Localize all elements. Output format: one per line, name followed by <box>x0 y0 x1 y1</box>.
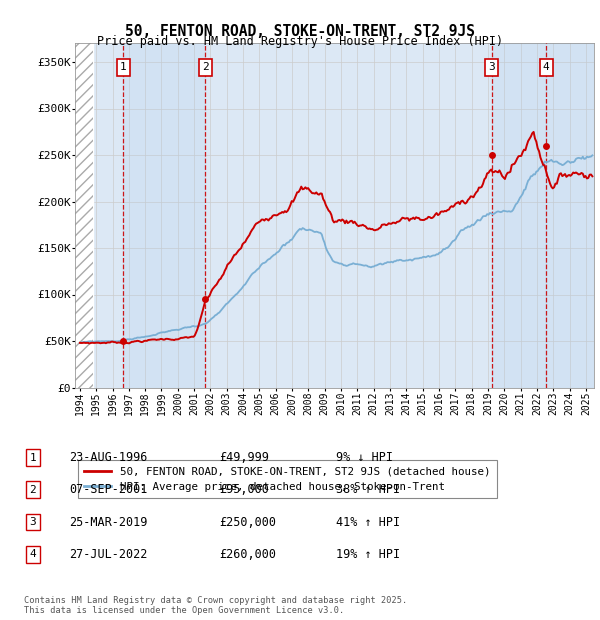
Text: 2: 2 <box>29 485 37 495</box>
Bar <box>75 43 94 388</box>
Text: £260,000: £260,000 <box>219 548 276 560</box>
Text: 4: 4 <box>29 549 37 559</box>
Text: 1: 1 <box>29 453 37 463</box>
Text: 19% ↑ HPI: 19% ↑ HPI <box>336 548 400 560</box>
Text: 3: 3 <box>29 517 37 527</box>
Text: 41% ↑ HPI: 41% ↑ HPI <box>336 516 400 528</box>
Bar <box>546 43 594 388</box>
Text: 2: 2 <box>202 63 209 73</box>
Text: £49,999: £49,999 <box>219 451 269 464</box>
Text: £95,000: £95,000 <box>219 484 269 496</box>
Text: 9% ↓ HPI: 9% ↓ HPI <box>336 451 393 464</box>
Text: 4: 4 <box>543 63 550 73</box>
Bar <box>123 43 205 388</box>
Text: 1: 1 <box>119 63 127 73</box>
Text: 3: 3 <box>488 63 495 73</box>
Text: 23-AUG-1996: 23-AUG-1996 <box>69 451 148 464</box>
Text: 25-MAR-2019: 25-MAR-2019 <box>69 516 148 528</box>
Text: 50, FENTON ROAD, STOKE-ON-TRENT, ST2 9JS: 50, FENTON ROAD, STOKE-ON-TRENT, ST2 9JS <box>125 24 475 38</box>
Text: Price paid vs. HM Land Registry's House Price Index (HPI): Price paid vs. HM Land Registry's House … <box>97 35 503 48</box>
Text: 07-SEP-2001: 07-SEP-2001 <box>69 484 148 496</box>
Text: £250,000: £250,000 <box>219 516 276 528</box>
Legend: 50, FENTON ROAD, STOKE-ON-TRENT, ST2 9JS (detached house), HPI: Average price, d: 50, FENTON ROAD, STOKE-ON-TRENT, ST2 9JS… <box>78 460 497 498</box>
Bar <box>491 43 546 388</box>
Text: 38% ↑ HPI: 38% ↑ HPI <box>336 484 400 496</box>
Text: Contains HM Land Registry data © Crown copyright and database right 2025.
This d: Contains HM Land Registry data © Crown c… <box>24 596 407 615</box>
Text: 27-JUL-2022: 27-JUL-2022 <box>69 548 148 560</box>
Bar <box>75 43 94 388</box>
